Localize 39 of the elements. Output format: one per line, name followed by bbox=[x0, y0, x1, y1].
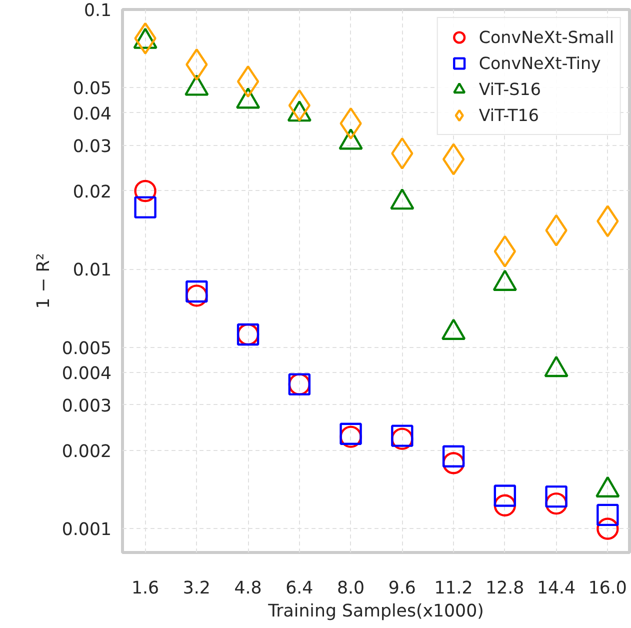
point bbox=[134, 196, 156, 218]
y-tick-label: 0.03 bbox=[72, 136, 112, 157]
y-tick-label: 0.004 bbox=[62, 364, 112, 384]
legend-label: ConvNeXt-Tiny bbox=[478, 54, 601, 72]
x-tick-label: 12.8 bbox=[486, 578, 524, 598]
point bbox=[186, 284, 208, 307]
point bbox=[442, 445, 465, 468]
x-tick-label: 11.2 bbox=[434, 578, 473, 598]
point bbox=[545, 485, 568, 508]
point bbox=[442, 452, 465, 474]
y-tick-label: 0.01 bbox=[72, 260, 112, 281]
legend-label: ConvNeXt-Small bbox=[478, 28, 614, 46]
y-tick-label: 0.003 bbox=[62, 396, 112, 416]
x-tick-label: 1.6 bbox=[132, 578, 160, 598]
legend-label: ViT-T16 bbox=[478, 106, 539, 124]
point bbox=[596, 518, 619, 540]
y-tick-label: 0.005 bbox=[62, 338, 112, 359]
point bbox=[442, 143, 465, 176]
y-tick-label: 0.05 bbox=[72, 79, 112, 100]
y-tick-label: 0.001 bbox=[62, 520, 112, 540]
y-axis-title: 1 − R² bbox=[34, 253, 54, 309]
x-tick-label: 3.2 bbox=[182, 578, 210, 598]
x-axis-title: Training Samples(x1000) bbox=[267, 602, 484, 622]
y-tick-label: 0.1 bbox=[84, 1, 112, 21]
point bbox=[596, 504, 619, 526]
x-tick-label: 9.6 bbox=[388, 578, 416, 598]
x-tick-label: 6.4 bbox=[286, 578, 314, 598]
x-tick-label: 14.4 bbox=[537, 578, 576, 598]
point bbox=[494, 494, 516, 516]
y-tick-label: 0.002 bbox=[62, 442, 112, 462]
point bbox=[134, 180, 156, 202]
x-tick-label: 16.0 bbox=[588, 578, 627, 598]
x-tick-label: 4.8 bbox=[234, 578, 262, 598]
y-tick-label: 0.02 bbox=[72, 182, 112, 202]
point bbox=[494, 484, 516, 507]
y-tick-label: 0.04 bbox=[72, 104, 112, 124]
x-tick-label: 8.0 bbox=[337, 578, 365, 598]
point bbox=[186, 280, 208, 303]
legend-label: ViT-S16 bbox=[478, 80, 541, 98]
